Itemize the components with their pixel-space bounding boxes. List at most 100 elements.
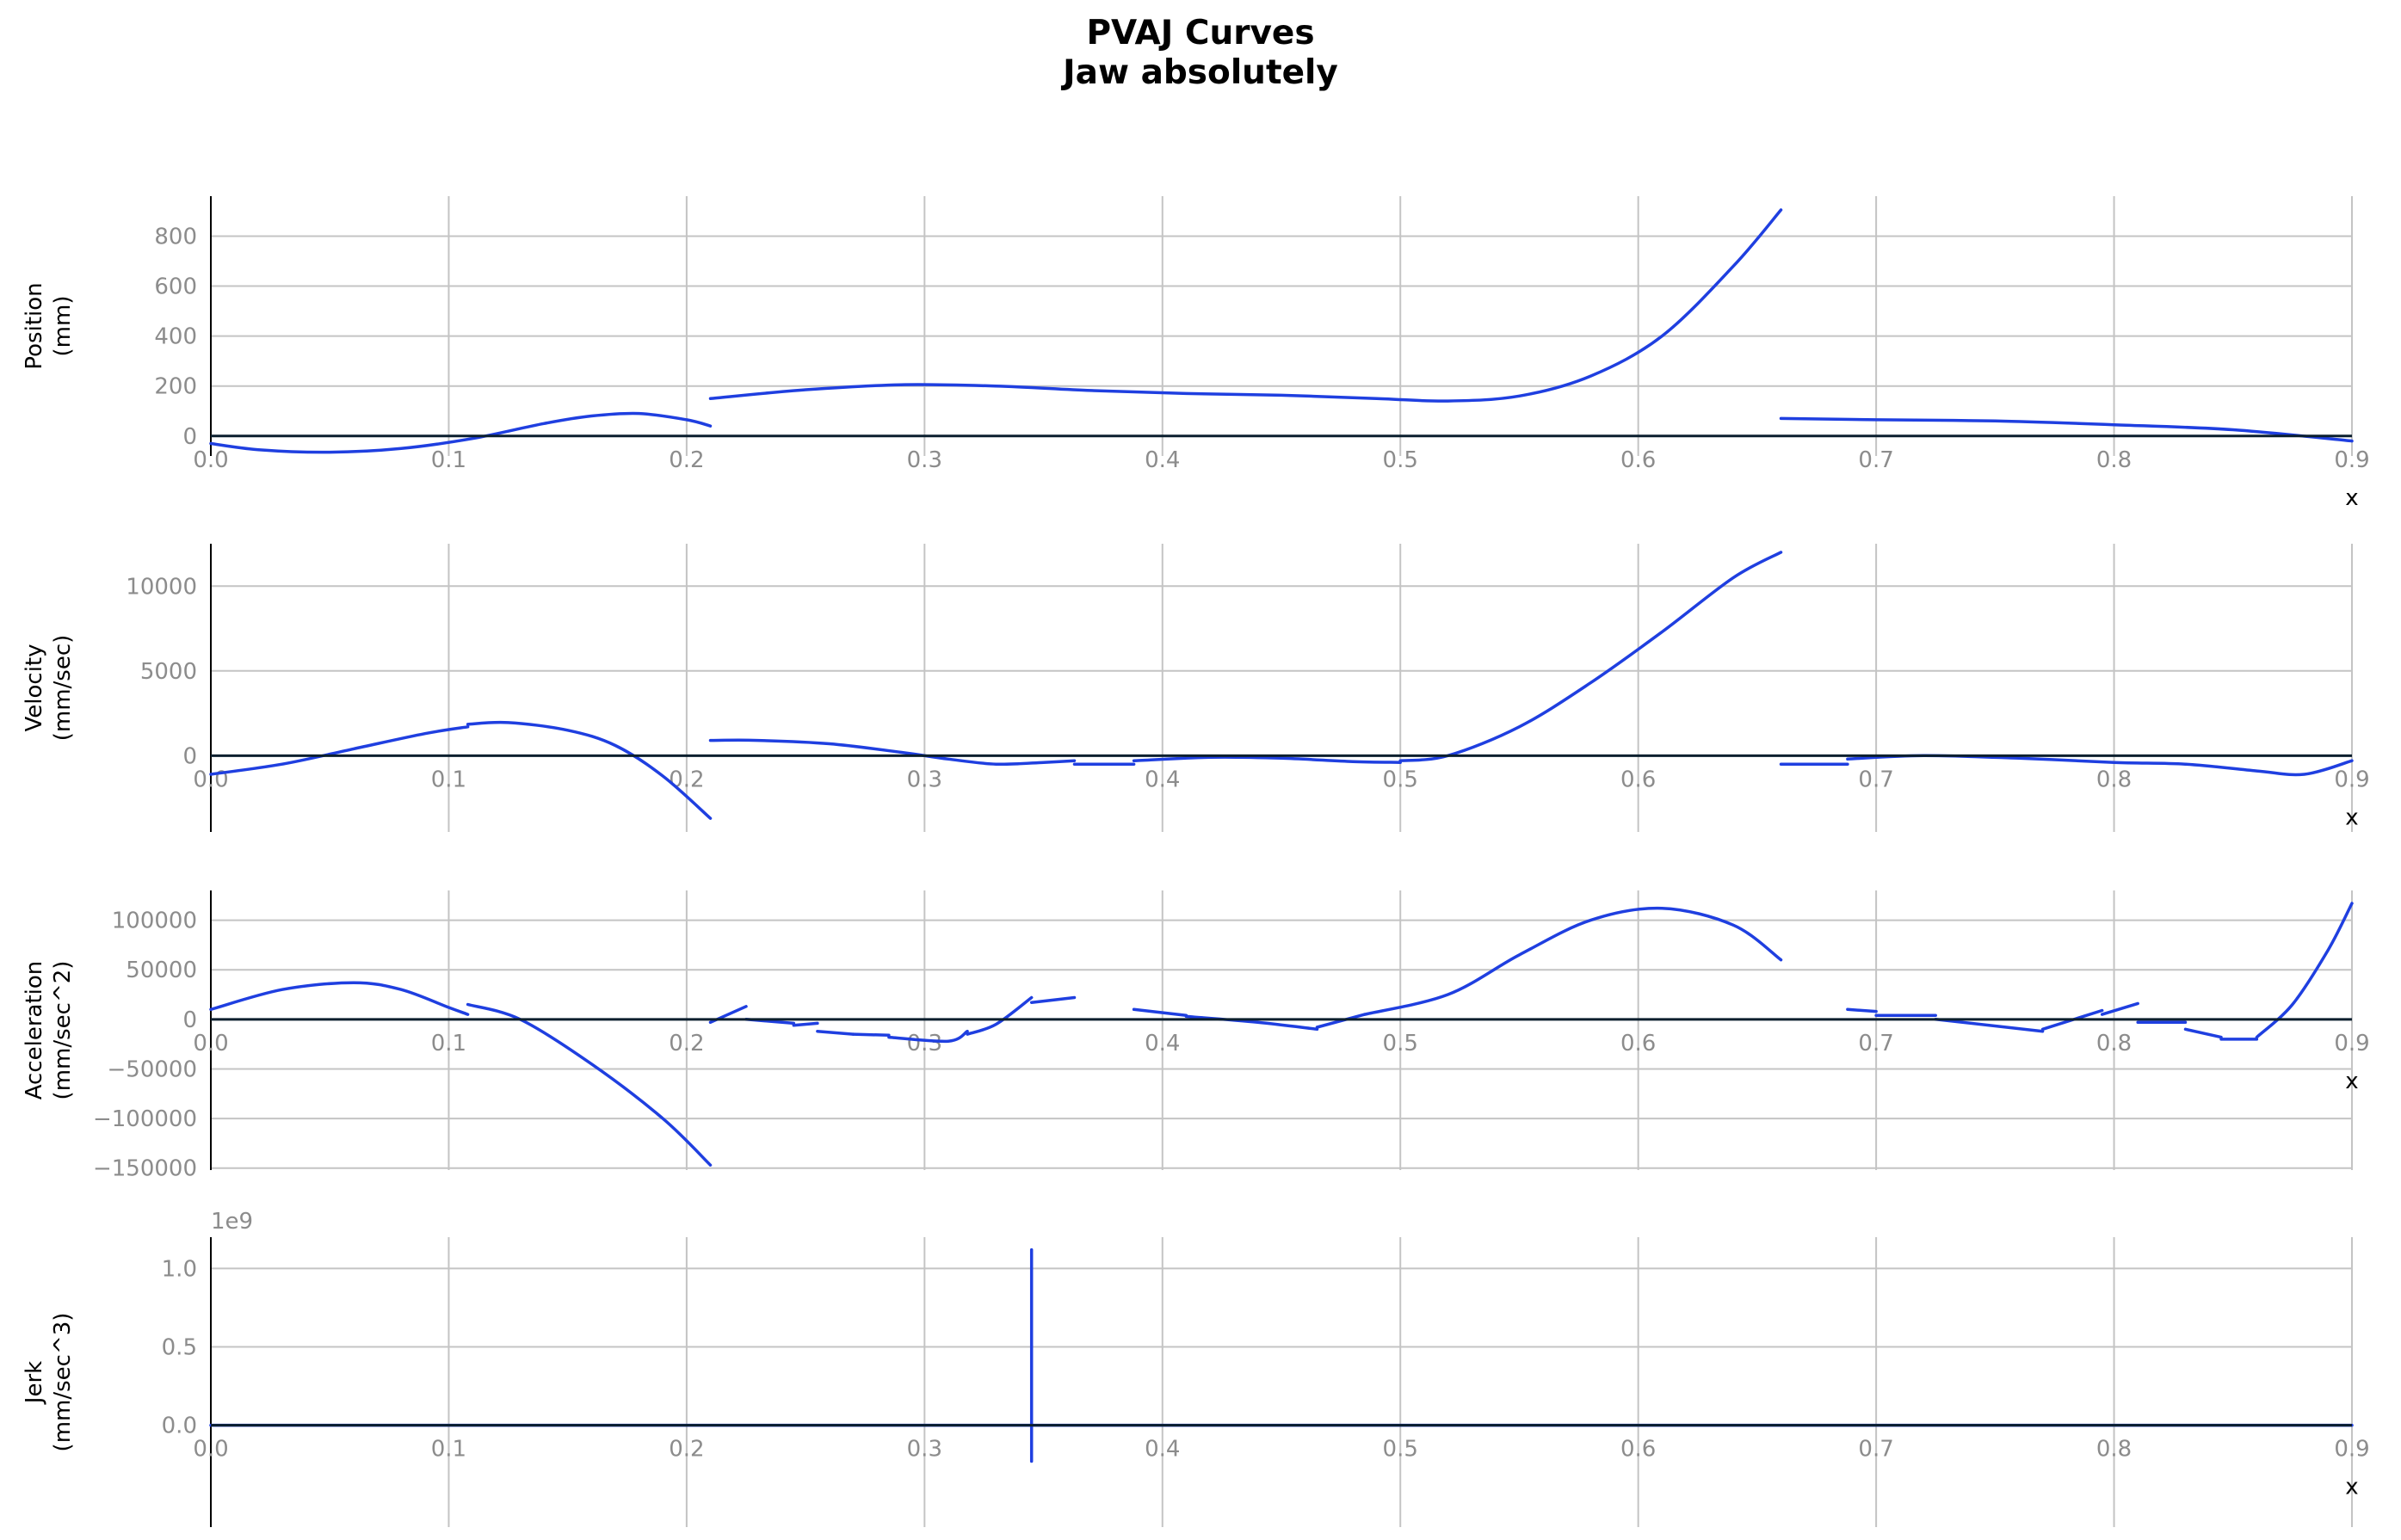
velocity-x-tick-label: 0.5 xyxy=(1383,767,1418,792)
velocity-series-segment xyxy=(209,725,470,776)
position-y-tick-label: 400 xyxy=(154,324,197,350)
position-x-tick-label: 0.9 xyxy=(2334,447,2369,473)
acceleration-series-segment xyxy=(466,1002,713,1167)
acceleration-series-segment xyxy=(887,1029,969,1044)
velocity-x-tick-label: 0.2 xyxy=(669,767,704,792)
acceleration-x-tick-label: 0.4 xyxy=(1145,1031,1180,1056)
acceleration-x-tick-label: 0.2 xyxy=(669,1031,704,1056)
velocity-x-tick-label: 0.7 xyxy=(1858,767,1893,792)
acceleration-series-segment xyxy=(1315,1013,1367,1029)
acceleration-series-segment xyxy=(2183,1027,2223,1039)
acceleration-series-segment xyxy=(1363,906,1783,1016)
jerk-x-tick-label: 0.3 xyxy=(907,1437,942,1463)
jerk-y-axis-label-line: (mm/sec^3) xyxy=(50,1313,76,1452)
acceleration-series-segment xyxy=(1132,1007,1188,1017)
jerk-x-tick-label: 0.7 xyxy=(1858,1437,1893,1463)
position-y-tick-label: 200 xyxy=(154,374,197,400)
title-line-1: PVAJ Curves xyxy=(1086,14,1315,52)
velocity-x-tick-label: 0.8 xyxy=(2096,767,2132,792)
position-x-tick-label: 0.8 xyxy=(2096,447,2132,473)
acceleration-y-axis-label-line: (mm/sec^2) xyxy=(50,961,76,1100)
acceleration-y-tick-label: −100000 xyxy=(93,1106,197,1132)
jerk-y-tick-label: 1.0 xyxy=(162,1256,197,1282)
velocity-y-tick-label: 10000 xyxy=(126,574,197,600)
acceleration-y-tick-label: −150000 xyxy=(93,1156,197,1182)
jerk-x-tick-label: 0.9 xyxy=(2334,1437,2369,1463)
position-x-tick-label: 0.5 xyxy=(1383,447,1418,473)
acceleration-series-segment xyxy=(1029,995,1077,1004)
position-x-tick-label: 0.3 xyxy=(907,447,942,473)
acceleration-series-segment xyxy=(2255,902,2354,1039)
position-x-tick-label: 0.2 xyxy=(669,447,704,473)
velocity-y-tick-label: 0 xyxy=(182,743,197,769)
position-series-segment xyxy=(708,208,1783,403)
velocity-series-segment xyxy=(708,738,1077,767)
jerk-y-tick-label: 0.0 xyxy=(162,1414,197,1439)
velocity-y-axis-label: Velocity (mm/sec) xyxy=(22,635,76,742)
jerk-offset-text: 1e9 xyxy=(211,1209,253,1235)
jerk-x-tick-label: 0.5 xyxy=(1383,1437,1418,1463)
acceleration-x-tick-label: 0.0 xyxy=(193,1031,228,1056)
jerk-y-axis-label-line: Jerk xyxy=(22,1361,47,1405)
velocity-series-segment xyxy=(466,720,713,820)
position-x-axis-label: x xyxy=(2345,485,2358,511)
acceleration-panel: −150000 −100000 −50000 0 50000 100000 0.0 0.1 0.… xyxy=(22,890,2370,1182)
acceleration-series-segment xyxy=(209,981,470,1016)
figure-title: PVAJ Curves Jaw absolutely xyxy=(0,14,2401,93)
jerk-x-tick-label: 0.2 xyxy=(669,1437,704,1463)
acceleration-series-segment xyxy=(1184,1014,1319,1032)
acceleration-series-segment xyxy=(1846,1007,1878,1013)
acceleration-x-tick-label: 0.6 xyxy=(1620,1031,1656,1056)
velocity-x-tick-label: 0.0 xyxy=(193,767,228,792)
velocity-series-segment xyxy=(1132,755,1402,764)
jerk-x-tick-label: 0.8 xyxy=(2096,1437,2132,1463)
velocity-y-tick-label: 5000 xyxy=(140,659,197,685)
position-series-segment xyxy=(1779,416,2354,443)
acceleration-series-segment xyxy=(792,1021,819,1027)
velocity-x-tick-label: 0.1 xyxy=(431,767,466,792)
jerk-x-tick-label: 0.1 xyxy=(431,1437,466,1463)
velocity-x-tick-label: 0.6 xyxy=(1620,767,1656,792)
acceleration-y-tick-label: −50000 xyxy=(108,1056,198,1082)
velocity-x-tick-label: 0.3 xyxy=(907,767,942,792)
acceleration-x-tick-label: 0.1 xyxy=(431,1031,466,1056)
acceleration-y-tick-label: 100000 xyxy=(112,909,197,934)
position-y-tick-label: 600 xyxy=(154,274,197,300)
velocity-y-axis-label-line: Velocity xyxy=(22,644,47,732)
position-y-tick-label: 800 xyxy=(154,224,197,249)
velocity-y-axis-label-line: (mm/sec) xyxy=(50,635,76,742)
position-x-tick-label: 0.6 xyxy=(1620,447,1656,473)
position-x-tick-label: 0.7 xyxy=(1858,447,1893,473)
position-x-tick-label: 0.4 xyxy=(1145,447,1180,473)
position-y-axis-label-line: Position xyxy=(22,282,47,369)
acceleration-x-tick-label: 0.3 xyxy=(907,1031,942,1056)
jerk-y-axis-label: Jerk (mm/sec^3) xyxy=(22,1313,76,1452)
acceleration-series-segment xyxy=(816,1029,855,1036)
jerk-x-tick-label: 0.4 xyxy=(1145,1437,1180,1463)
position-y-tick-label: 0 xyxy=(182,424,197,450)
position-panel: 0 200 400 600 800 0.0 0.1 0.2 0.3 0.4 0.5 0.6 0.7 0.8… xyxy=(22,196,2370,511)
velocity-x-tick-label: 0.9 xyxy=(2334,767,2369,792)
acceleration-series-segment xyxy=(966,995,1034,1036)
acceleration-y-tick-label: 0 xyxy=(182,1007,197,1033)
position-y-axis-label-line: (mm) xyxy=(50,296,76,357)
velocity-panel: 0 5000 10000 0.0 0.1 0.2 0.3 0.4 0.5 0.6 0.7 0.8 0.9… xyxy=(22,544,2370,832)
acceleration-x-axis-label: x xyxy=(2345,1069,2358,1094)
acceleration-x-tick-label: 0.7 xyxy=(1858,1031,1893,1056)
jerk-x-tick-label: 0.6 xyxy=(1620,1437,1656,1463)
acceleration-x-tick-label: 0.5 xyxy=(1383,1031,1418,1056)
position-x-tick-label: 0.0 xyxy=(193,447,228,473)
acceleration-x-tick-label: 0.8 xyxy=(2096,1031,2132,1056)
jerk-panel: 0.0 0.5 1.0 0.0 0.1 0.2 0.3 0.4 0.5 0.6 0.7 0.8 0.9 x… xyxy=(22,1209,2370,1527)
acceleration-y-axis-label-line: Acceleration xyxy=(22,961,47,1100)
velocity-x-tick-label: 0.4 xyxy=(1145,767,1180,792)
position-x-tick-label: 0.1 xyxy=(431,447,466,473)
acceleration-series-segment xyxy=(2100,1001,2139,1016)
jerk-y-tick-label: 0.5 xyxy=(162,1335,197,1361)
jerk-x-tick-label: 0.0 xyxy=(193,1437,228,1463)
acceleration-y-axis-label: Acceleration (mm/sec^2) xyxy=(22,961,76,1100)
velocity-series-segment xyxy=(1398,551,1783,762)
acceleration-x-tick-label: 0.9 xyxy=(2334,1031,2369,1056)
acceleration-series-segment xyxy=(1934,1018,2045,1033)
